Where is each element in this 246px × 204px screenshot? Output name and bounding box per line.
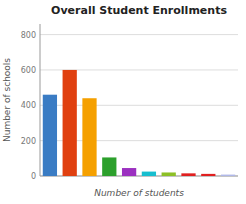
page: {"chart_data": {"type": "bar", "title": … xyxy=(0,0,246,204)
bar xyxy=(82,98,96,176)
bar xyxy=(142,172,156,176)
tick-label: 800 xyxy=(21,31,36,40)
bar xyxy=(201,174,215,176)
bar xyxy=(63,70,77,176)
title: Overall Student Enrollments xyxy=(51,4,227,17)
tick-label: 400 xyxy=(21,101,36,110)
bar xyxy=(221,175,235,176)
background xyxy=(0,0,246,204)
bar xyxy=(122,168,136,176)
tick-label: 600 xyxy=(21,66,36,75)
bar xyxy=(181,173,195,176)
x-axis-label: Number of students xyxy=(94,188,184,198)
bars xyxy=(43,70,235,176)
y-axis-label: Number of schools xyxy=(2,58,12,142)
tick-label: 0 xyxy=(31,172,36,181)
bar xyxy=(43,95,57,176)
tick-label: 200 xyxy=(21,137,36,146)
bar xyxy=(162,172,176,176)
grid-line xyxy=(40,34,238,35)
y-axis-line xyxy=(40,24,41,176)
bar xyxy=(102,157,116,176)
chart: 0 200 400 600 800 Overall Student Enrollments… xyxy=(0,0,246,204)
